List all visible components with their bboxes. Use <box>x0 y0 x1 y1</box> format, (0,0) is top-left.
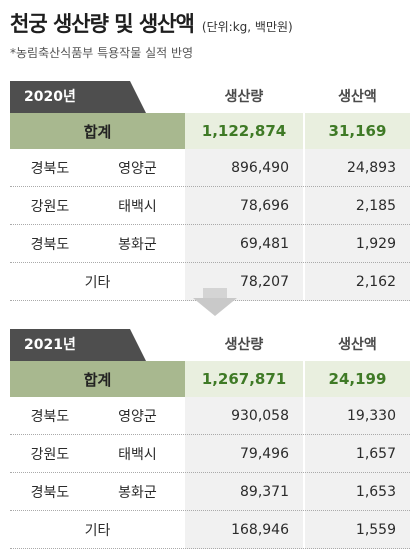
quantity-cell: 78,696 <box>240 197 289 214</box>
quantity-cell: 69,481 <box>240 235 289 252</box>
table-row-other: 기타 168,946 1,559 <box>10 511 410 549</box>
province-cell: 경북도 <box>30 484 70 501</box>
quantity-column-shade <box>185 397 303 549</box>
city-cell: 태백시 <box>118 198 157 215</box>
city-cell: 영양군 <box>118 160 157 177</box>
quantity-cell: 930,058 <box>231 407 289 424</box>
table-row: 경북도 영양군 896,490 24,893 <box>10 149 410 187</box>
value-cell: 2,162 <box>355 273 396 290</box>
city-cell: 봉화군 <box>118 484 157 501</box>
other-label: 기타 <box>84 522 111 539</box>
total-label: 합계 <box>10 113 185 149</box>
table-row: 강원도 태백시 79,496 1,657 <box>10 435 410 473</box>
quantity-cell: 79,496 <box>240 445 289 462</box>
value-cell: 1,559 <box>355 521 396 538</box>
table-2021: 2021년 생산량 생산액 합계 1,267,871 24,199 경북도 영양… <box>10 329 410 549</box>
total-row: 합계 1,267,871 24,199 <box>10 361 410 397</box>
column-header-value: 생산액 <box>338 337 377 353</box>
table-row: 강원도 태백시 78,696 2,185 <box>10 187 410 225</box>
province-cell: 강원도 <box>30 446 70 463</box>
page-title: 천궁 생산량 및 생산액 (단위:kg, 백만원) <box>10 8 293 38</box>
column-header-quantity: 생산량 <box>224 337 264 353</box>
city-cell: 태백시 <box>118 446 157 463</box>
province-cell: 경북도 <box>30 408 70 425</box>
province-cell: 경북도 <box>30 236 70 253</box>
value-cell: 1,929 <box>355 235 396 252</box>
total-quantity: 1,122,874 <box>185 113 303 149</box>
total-label: 합계 <box>10 361 185 397</box>
down-arrow-icon <box>193 298 237 316</box>
province-cell: 경북도 <box>30 160 70 177</box>
value-cell: 24,893 <box>347 159 396 176</box>
value-cell: 19,330 <box>347 407 396 424</box>
year-tab: 2020년 <box>10 81 146 113</box>
other-label: 기타 <box>84 274 111 291</box>
value-column-shade <box>305 397 410 549</box>
value-cell: 1,653 <box>355 483 396 500</box>
source-note: *농림축산식품부 특용작물 실적 반영 <box>10 46 194 60</box>
year-tab: 2021년 <box>10 329 146 361</box>
title-unit: (단위:kg, 백만원) <box>201 20 293 34</box>
title-main: 천궁 생산량 및 생산액 <box>10 12 195 36</box>
table-row: 경북도 봉화군 69,481 1,929 <box>10 225 410 263</box>
table-header: 2020년 생산량 생산액 <box>10 81 410 113</box>
total-quantity: 1,267,871 <box>185 361 303 397</box>
total-row: 합계 1,122,874 31,169 <box>10 113 410 149</box>
city-cell: 봉화군 <box>118 236 157 253</box>
table-2020: 2020년 생산량 생산액 합계 1,122,874 31,169 경북도 영양… <box>10 81 410 301</box>
quantity-cell: 896,490 <box>231 159 289 176</box>
quantity-cell: 78,207 <box>240 273 289 290</box>
table-row: 경북도 봉화군 89,371 1,653 <box>10 473 410 511</box>
table-header: 2021년 생산량 생산액 <box>10 329 410 361</box>
total-value: 31,169 <box>305 113 410 149</box>
city-cell: 영양군 <box>118 408 157 425</box>
column-header-quantity: 생산량 <box>224 89 264 105</box>
quantity-cell: 168,946 <box>231 521 289 538</box>
province-cell: 강원도 <box>30 198 70 215</box>
table-row: 경북도 영양군 930,058 19,330 <box>10 397 410 435</box>
down-arrow-stem <box>203 288 227 298</box>
value-cell: 2,185 <box>355 197 396 214</box>
quantity-column-shade <box>185 149 303 301</box>
value-cell: 1,657 <box>355 445 396 462</box>
quantity-cell: 89,371 <box>240 483 289 500</box>
column-header-value: 생산액 <box>338 89 377 105</box>
total-value: 24,199 <box>305 361 410 397</box>
value-column-shade <box>305 149 410 301</box>
